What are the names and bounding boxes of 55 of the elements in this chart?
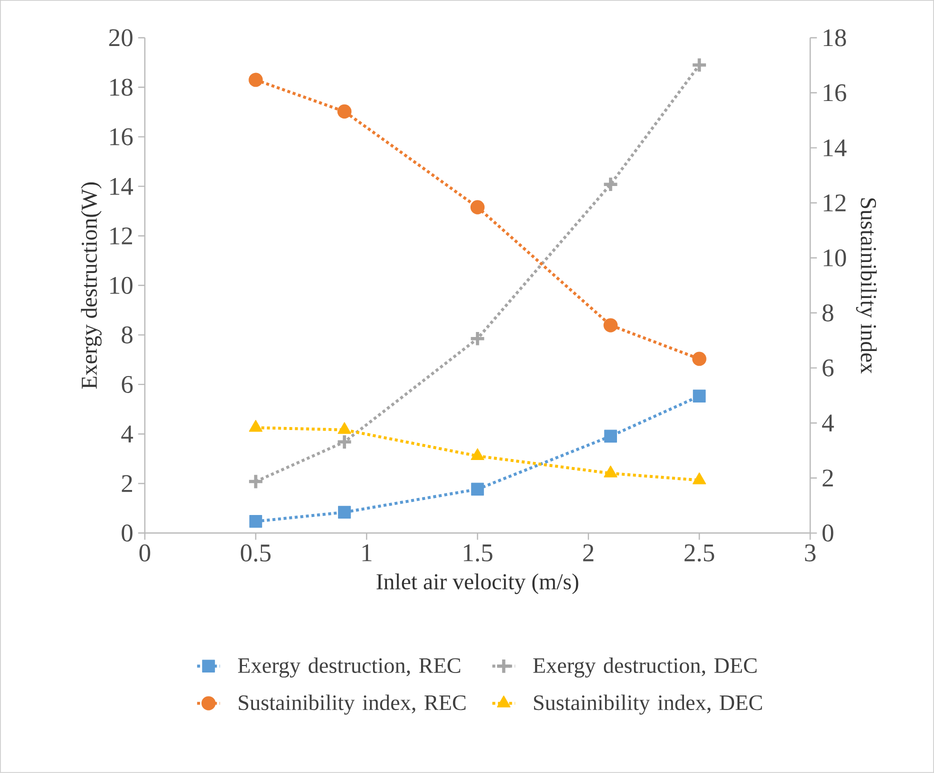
- point: [471, 482, 484, 496]
- y-tick-label: 8: [122, 326, 132, 344]
- y-tick-label: 12: [110, 228, 132, 244]
- y2-tick-label: 18: [824, 29, 846, 46]
- y-tick-label: 6: [122, 376, 133, 394]
- y2-tick-label: 16: [824, 84, 846, 102]
- x-tick-label: 0.5: [240, 544, 271, 562]
- point: [692, 390, 706, 403]
- y2-axis-title: Sustainibility index: [856, 198, 877, 374]
- point: [692, 352, 706, 366]
- point: [247, 473, 264, 490]
- y-tick-label: 0: [122, 524, 132, 542]
- y2-tick-label: 12: [824, 194, 846, 212]
- x-tick-label: 1.5: [464, 544, 492, 562]
- point: [469, 330, 486, 347]
- point: [470, 448, 484, 460]
- point: [248, 420, 262, 432]
- point: [338, 422, 352, 434]
- x-axis-title: Inlet air velocity (m/s): [376, 574, 578, 594]
- y-tick-label: 4: [121, 426, 134, 442]
- point: [338, 506, 351, 519]
- y2-tick-label: 4: [822, 414, 834, 432]
- y-tick-label: 10: [110, 276, 132, 294]
- point: [248, 72, 263, 87]
- y-tick-label: 20: [109, 29, 132, 46]
- legend-label: Exergy destruction, DEC: [533, 658, 757, 678]
- x-tick-label: 3: [805, 544, 816, 562]
- y2-tick-label: 10: [824, 249, 846, 266]
- point: [337, 104, 352, 119]
- y2-tick-label: 14: [824, 140, 847, 156]
- point: [470, 200, 485, 214]
- point: [602, 176, 619, 193]
- legend-label: Exergy destruction, REC: [238, 658, 460, 678]
- point: [604, 466, 618, 478]
- y-tick-label: 14: [110, 178, 134, 195]
- point: [336, 434, 353, 450]
- x-tick-label: 2.5: [684, 544, 714, 562]
- y2-tick-label: 2: [822, 470, 833, 486]
- point: [604, 318, 618, 332]
- point: [604, 430, 617, 443]
- y-axis-title: Exergy destruction(W): [80, 182, 102, 389]
- legend-label: Sustainibility index, REC: [238, 694, 466, 715]
- x-tick-label: 0: [139, 544, 150, 562]
- x-tick-label: 1: [362, 544, 372, 562]
- x-tick-label: 2: [583, 544, 594, 562]
- point: [249, 515, 262, 528]
- legend-label: Sustainibility index, DEC: [534, 694, 762, 715]
- y2-tick-label: 8: [822, 304, 834, 322]
- y-tick-label: 2: [122, 475, 132, 492]
- point: [691, 56, 708, 74]
- y2-tick-label: 6: [822, 359, 834, 377]
- y2-tick-label: 0: [822, 524, 834, 542]
- y-tick-label: 16: [110, 128, 133, 146]
- y-tick-label: 18: [110, 78, 132, 96]
- point: [692, 472, 706, 484]
